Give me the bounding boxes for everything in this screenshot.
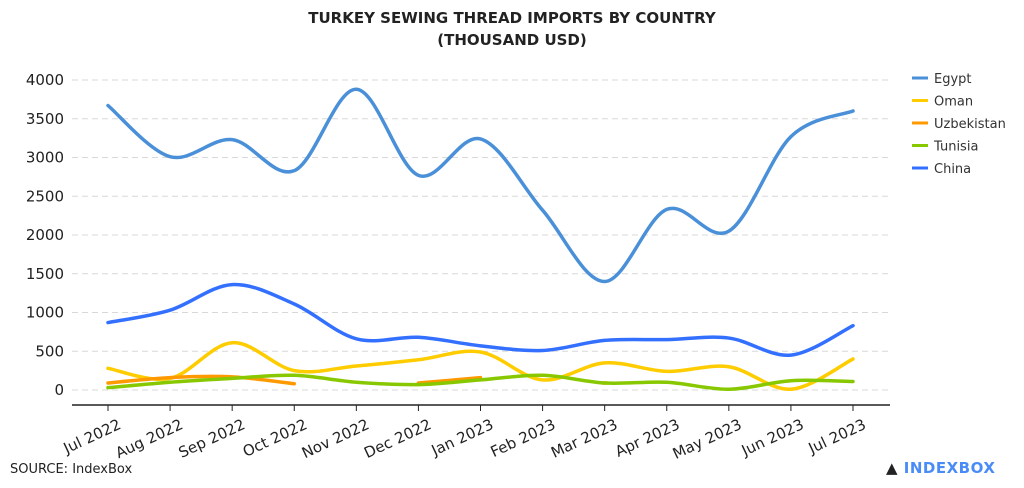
legend-label-egypt: Egypt xyxy=(934,72,972,87)
series-line-tunisia xyxy=(106,373,855,391)
y-tick-label: 3000 xyxy=(26,149,64,167)
legend-label-china: China xyxy=(934,162,971,177)
x-tick-label: Mar 2023 xyxy=(548,415,620,461)
x-tick-label: Nov 2022 xyxy=(299,415,372,462)
y-tick-label: 1500 xyxy=(26,265,64,283)
series-line-oman xyxy=(106,340,855,391)
x-tick-label: Jan 2023 xyxy=(428,415,496,460)
indexbox-logo: ▲ INDEXBOX xyxy=(886,459,996,477)
x-tick-label: Feb 2023 xyxy=(488,415,559,461)
x-tick-label: Jul 2023 xyxy=(805,415,869,458)
x-tick-label: Aug 2022 xyxy=(113,415,186,462)
legend-label-oman: Oman xyxy=(934,95,973,110)
x-tick-label: Jul 2022 xyxy=(60,415,124,458)
y-tick-label: 2000 xyxy=(26,226,64,244)
chart-subtitle: (THOUSAND USD) xyxy=(437,31,587,49)
x-tick-label: May 2023 xyxy=(670,415,745,463)
y-tick-label: 4000 xyxy=(26,71,64,89)
y-tick-label: 1000 xyxy=(26,304,64,322)
x-tick-label: Apr 2023 xyxy=(612,415,682,460)
legend-label-tunisia: Tunisia xyxy=(933,140,978,155)
y-tick-label: 3500 xyxy=(26,110,64,128)
series-line-china xyxy=(106,282,855,357)
x-tick-label: Sep 2022 xyxy=(176,415,248,461)
x-tick-label: Oct 2022 xyxy=(240,415,310,460)
series-line-uzbekistan xyxy=(416,375,483,385)
y-tick-label: 0 xyxy=(54,381,64,399)
y-tick-label: 2500 xyxy=(26,187,64,205)
x-tick-label: Jun 2023 xyxy=(738,415,807,460)
logo-text: INDEXBOX xyxy=(903,459,996,477)
series-line-uzbekistan xyxy=(106,374,296,386)
series-line-egypt xyxy=(106,87,855,284)
chart-title: TURKEY SEWING THREAD IMPORTS BY COUNTRY xyxy=(308,9,717,27)
x-tick-label: Dec 2022 xyxy=(361,415,434,462)
y-tick-label: 500 xyxy=(35,342,64,360)
source-label: SOURCE: IndexBox xyxy=(10,462,133,477)
legend-label-uzbekistan: Uzbekistan xyxy=(934,117,1006,132)
